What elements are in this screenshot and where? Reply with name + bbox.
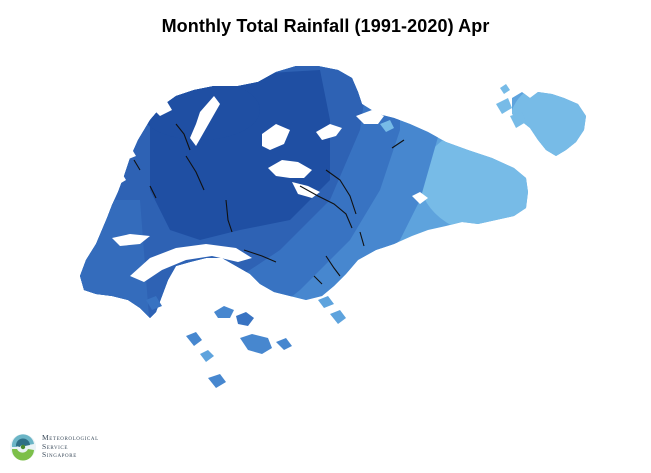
southern-islands [146,296,346,388]
mss-logo-text: Meteorological Service Singapore [42,433,99,460]
eastern-islands [380,84,526,132]
map-title: Monthly Total Rainfall (1991-2020) Apr [161,16,490,36]
mss-logo-icon [10,434,36,461]
rivers [133,123,405,285]
mss-logo: Meteorological Service Singapore [8,428,168,464]
island-landmass [80,66,586,318]
logo-line-1: Meteorological [42,433,99,442]
logo-line-3: Singapore [42,450,77,459]
logo-line-2: Service [42,441,69,451]
reservoirs [108,96,428,282]
